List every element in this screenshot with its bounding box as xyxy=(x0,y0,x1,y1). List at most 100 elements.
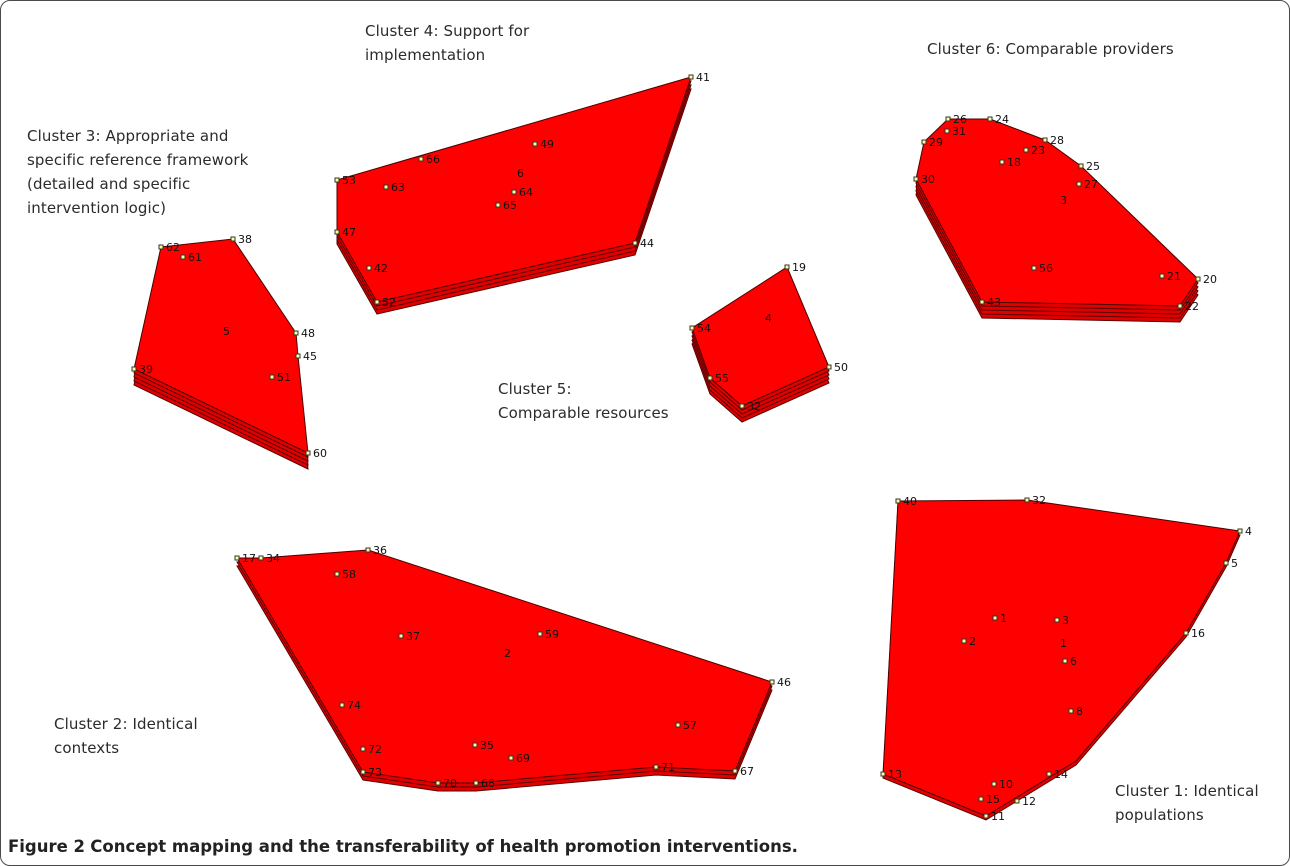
statement-number: 12 xyxy=(1022,795,1036,808)
statement-number: 25 xyxy=(1086,160,1100,173)
statement-number: 1 xyxy=(1000,612,1007,625)
statement-point xyxy=(472,742,478,748)
statement-point xyxy=(707,375,713,381)
statement-number: 41 xyxy=(696,71,710,84)
statement-number: 2 xyxy=(969,635,976,648)
statement-point xyxy=(1183,630,1189,636)
statement-point xyxy=(511,189,517,195)
statement-point xyxy=(675,722,681,728)
figure-title: Concept mapping and the transferability … xyxy=(90,837,798,856)
statement-point xyxy=(339,702,345,708)
statement-point xyxy=(305,450,311,456)
statement-point xyxy=(1062,658,1068,664)
statement-point xyxy=(360,746,366,752)
statement-number: 11 xyxy=(991,810,1005,823)
statement-number: 29 xyxy=(929,136,943,149)
statement-point xyxy=(537,631,543,637)
statement-point xyxy=(1159,273,1165,279)
statement-number: 62 xyxy=(166,241,180,254)
statement-number: 48 xyxy=(301,327,315,340)
statement-point xyxy=(295,353,301,359)
statement-number: 35 xyxy=(480,739,494,752)
statement-point xyxy=(991,781,997,787)
cluster-5-polygon xyxy=(691,266,830,407)
statement-point xyxy=(732,768,738,774)
statement-number: 68 xyxy=(481,777,495,790)
statement-number: 17 xyxy=(242,552,256,565)
statement-number: 66 xyxy=(426,153,440,166)
statement-point xyxy=(987,116,993,122)
statement-point xyxy=(1024,497,1030,503)
statement-point xyxy=(1046,771,1052,777)
statement-number: 63 xyxy=(391,181,405,194)
statement-number: 67 xyxy=(740,765,754,778)
cluster-id-label: 2 xyxy=(504,647,511,660)
statement-number: 73 xyxy=(368,766,382,779)
statement-number: 32 xyxy=(1032,494,1046,507)
statement-point xyxy=(1068,708,1074,714)
statement-number: 37 xyxy=(406,630,420,643)
statement-point xyxy=(334,177,340,183)
statement-point xyxy=(992,615,998,621)
statement-number: 58 xyxy=(342,568,356,581)
statement-number: 28 xyxy=(1050,134,1064,147)
statement-number: 14 xyxy=(1054,768,1068,781)
statement-point xyxy=(880,771,886,777)
statement-number: 40 xyxy=(903,495,917,508)
statement-number: 74 xyxy=(347,699,361,712)
cluster-3: 62 38 61 48 45 39 51 60 5 xyxy=(131,233,327,470)
statement-point xyxy=(1042,137,1048,143)
statement-point xyxy=(961,638,967,644)
statement-number: 4 xyxy=(1245,525,1252,538)
statement-point xyxy=(688,74,694,80)
statement-number: 32 xyxy=(747,400,761,413)
statement-point xyxy=(895,498,901,504)
statement-point xyxy=(1054,617,1060,623)
statement-point xyxy=(978,796,984,802)
figure-number: Figure 2 xyxy=(8,837,86,856)
statement-number: 59 xyxy=(545,628,559,641)
statement-point xyxy=(999,159,1005,165)
statement-point xyxy=(689,325,695,331)
statement-number: 49 xyxy=(540,138,554,151)
statement-point xyxy=(826,364,832,370)
statement-point xyxy=(1078,163,1084,169)
cluster-id-label: 4 xyxy=(765,312,772,325)
statement-point xyxy=(1223,560,1229,566)
statement-number: 52 xyxy=(382,296,396,309)
statement-number: 22 xyxy=(1185,300,1199,313)
statement-number: 27 xyxy=(1084,178,1098,191)
statement-number: 56 xyxy=(1039,262,1053,275)
statement-point xyxy=(508,755,514,761)
statement-number: 13 xyxy=(888,768,902,781)
cluster-id-label: 6 xyxy=(517,167,524,180)
figure-caption: Figure 2 Concept mapping and the transfe… xyxy=(8,837,798,856)
statement-number: 6 xyxy=(1070,655,1077,668)
statement-point xyxy=(418,156,424,162)
statement-point xyxy=(366,265,372,271)
statement-number: 70 xyxy=(443,777,457,790)
statement-number: 38 xyxy=(238,233,252,246)
statement-number: 36 xyxy=(373,544,387,557)
statement-point xyxy=(435,780,441,786)
statement-number: 57 xyxy=(683,719,697,732)
statement-number: 46 xyxy=(777,676,791,689)
statement-point xyxy=(979,299,985,305)
cluster-label-4: Cluster 4: Support for implementation xyxy=(365,22,530,64)
statement-point xyxy=(1237,528,1243,534)
statement-number: 23 xyxy=(1031,144,1045,157)
cluster-label-5: Cluster 5: Comparable resources xyxy=(498,380,669,422)
statement-number: 44 xyxy=(640,237,654,250)
statement-point xyxy=(383,184,389,190)
statement-point xyxy=(632,240,638,246)
statement-point xyxy=(913,176,919,182)
statement-point xyxy=(234,555,240,561)
statement-point xyxy=(532,141,538,147)
statement-point xyxy=(180,254,186,260)
statement-number: 72 xyxy=(368,743,382,756)
cluster-id-label: 5 xyxy=(223,325,230,338)
statement-number: 47 xyxy=(342,226,356,239)
